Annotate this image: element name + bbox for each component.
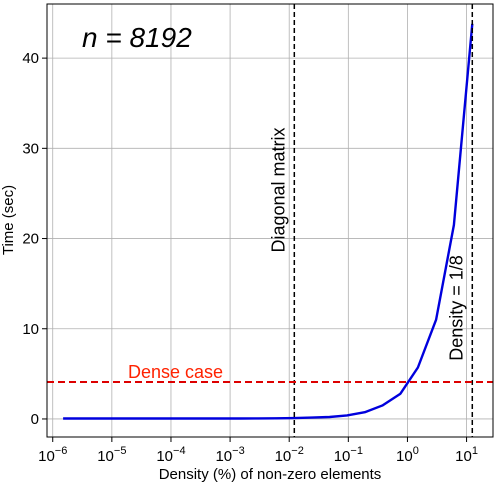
series-layer [63, 23, 474, 420]
x-tick-label: 10−5 [97, 445, 126, 465]
x-tick-label: 10−1 [334, 445, 363, 465]
x-tick-base: 10 [334, 448, 351, 465]
y-tick-label: 40 [22, 50, 39, 67]
x-tick-base: 10 [396, 448, 413, 465]
x-tick-exponent: −4 [173, 445, 186, 457]
x-tick-base: 10 [97, 448, 114, 465]
grid [47, 4, 493, 437]
series-line [63, 23, 474, 420]
x-tick-exponent: 1 [472, 445, 478, 457]
x-axis-label: Density (%) of non-zero elements [159, 466, 382, 483]
reference-line-label: Dense case [128, 362, 223, 382]
reference-line-label: Diagonal matrix [268, 127, 288, 252]
x-tick-exponent: 0 [413, 445, 419, 457]
x-tick-exponent: −5 [114, 445, 127, 457]
x-tick-label: 10−4 [156, 445, 185, 465]
plot-frame [46, 3, 494, 438]
x-tick-base: 10 [215, 448, 232, 465]
x-tick-label: 10−2 [275, 445, 304, 465]
y-tick-label: 30 [22, 140, 39, 157]
chart-title: n = 8192 [82, 22, 192, 53]
x-tick-base: 10 [38, 448, 55, 465]
reference-line-label: Density = 1/8 [446, 255, 466, 361]
y-tick-label: 10 [22, 321, 39, 338]
x-tick-label: 10−6 [38, 445, 67, 465]
x-tick-exponent: −6 [55, 445, 68, 457]
x-tick-exponent: −2 [291, 445, 304, 457]
y-axis-ticks: 0 10 20 30 40 [22, 50, 47, 428]
y-tick-label: 0 [31, 411, 39, 428]
x-tick-label: 10−3 [215, 445, 244, 465]
x-axis-ticks: 10−6 10−5 10−4 10−3 10−2 10−1 100 101 [38, 437, 478, 465]
y-tick-label: 20 [22, 231, 39, 248]
x-tick-label: 100 [396, 445, 419, 465]
x-tick-base: 10 [275, 448, 292, 465]
x-tick-base: 10 [455, 448, 472, 465]
x-tick-label: 101 [455, 445, 478, 465]
x-tick-exponent: −3 [232, 445, 245, 457]
y-axis-label: Time (sec) [0, 185, 17, 255]
x-tick-base: 10 [156, 448, 173, 465]
x-tick-exponent: −1 [350, 445, 363, 457]
reference-lines: Diagonal matrix Density = 1/8 Dense case [47, 4, 493, 437]
